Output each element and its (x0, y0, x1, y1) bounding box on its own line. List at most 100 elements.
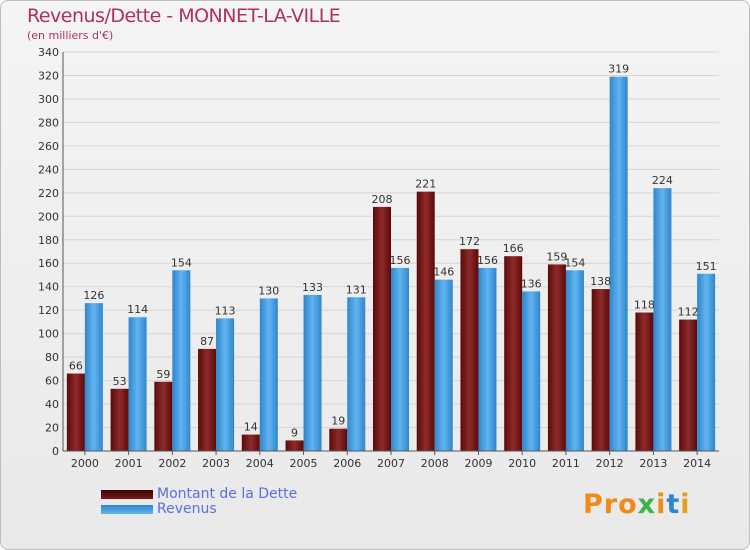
dette-bar (285, 440, 304, 451)
dette-value-label: 87 (200, 335, 214, 348)
legend-swatch-revenus (101, 505, 153, 514)
proxiti-logo: Proxiti (583, 489, 691, 520)
revenus-bar (84, 303, 103, 451)
dette-bar (679, 319, 698, 451)
dette-bar (329, 428, 348, 451)
x-tick-label: 2014 (683, 457, 711, 470)
revenus-bar (434, 279, 453, 451)
y-tick-label: 340 (38, 46, 59, 59)
dette-bar (110, 388, 129, 451)
revenus-value-label: 133 (302, 281, 323, 294)
y-tick-label: 280 (38, 116, 59, 129)
revenus-value-label: 154 (564, 256, 585, 269)
revenus-value-label: 146 (433, 266, 454, 279)
y-tick-label: 60 (45, 375, 59, 388)
revenus-bar (609, 76, 628, 452)
revenus-value-label: 113 (215, 304, 236, 317)
y-tick-label: 320 (38, 69, 59, 82)
y-tick-label: 0 (52, 445, 59, 458)
y-tick-label: 140 (38, 281, 59, 294)
dette-bar (154, 381, 173, 451)
x-tick-label: 2013 (639, 457, 667, 470)
dette-value-label: 172 (459, 235, 480, 248)
revenus-value-label: 151 (696, 260, 717, 273)
x-tick-label: 2004 (246, 457, 274, 470)
y-tick-label: 100 (38, 328, 59, 341)
revenus-value-label: 131 (346, 283, 367, 296)
x-tick-label: 2007 (377, 457, 405, 470)
bar-layer (66, 76, 716, 452)
logo-part-t: t (666, 489, 681, 520)
x-tick-label: 2011 (552, 457, 580, 470)
y-tick-label: 240 (38, 163, 59, 176)
revenus-value-label: 156 (390, 254, 411, 267)
dette-bar (460, 249, 479, 451)
logo-part-x: x (637, 489, 657, 520)
revenus-value-label: 154 (171, 256, 192, 269)
x-tick-label: 2006 (333, 457, 361, 470)
dette-value-label: 53 (113, 375, 127, 388)
revenus-bar (128, 317, 147, 451)
revenus-bar (391, 267, 409, 451)
revenus-bar (697, 273, 716, 451)
dette-value-label: 159 (546, 250, 567, 263)
y-tick-label: 40 (45, 398, 59, 411)
dette-value-label: 112 (678, 306, 699, 319)
revenus-bar (347, 297, 366, 451)
revenus-bar (653, 188, 672, 452)
x-tick-label: 2001 (115, 457, 143, 470)
revenus-bar (478, 267, 497, 451)
legend-swatch-dette (101, 490, 153, 499)
x-tick-label: 2003 (202, 457, 230, 470)
logo-part-pro: Pro (583, 489, 638, 520)
dette-value-label: 138 (590, 275, 611, 288)
x-tick-label: 2000 (71, 457, 99, 470)
revenus-value-label: 126 (83, 289, 104, 302)
logo-part-i1: i (656, 489, 667, 520)
dette-value-label: 59 (156, 368, 170, 381)
revenus-value-label: 156 (477, 254, 498, 267)
dette-value-label: 118 (634, 299, 655, 312)
x-tick-label: 2012 (596, 457, 624, 470)
dette-value-label: 221 (415, 178, 436, 191)
dette-bar (66, 373, 85, 451)
revenus-bar (522, 291, 541, 451)
x-tick-label: 2005 (290, 457, 318, 470)
revenus-bar (303, 294, 322, 451)
revenus-bar (216, 318, 235, 451)
axis-layer: 0 20 40 60 80 100 120 140 160 180 200 220 240 260 280 3… (38, 46, 719, 470)
revenus-bar (172, 270, 191, 451)
y-tick-label: 180 (38, 234, 59, 247)
dette-bar (373, 206, 391, 451)
dette-bar (241, 434, 260, 451)
revenus-bar (565, 270, 584, 451)
y-tick-label: 20 (45, 422, 59, 435)
y-tick-label: 300 (38, 93, 59, 106)
chart-subtitle: (en milliers d'€) (27, 29, 114, 42)
dette-value-label: 9 (291, 426, 298, 439)
revenus-value-label: 114 (127, 303, 148, 316)
chart-title: Revenus/Dette - MONNET-LA-VILLE (27, 5, 341, 27)
y-tick-label: 120 (38, 304, 59, 317)
revenus-value-label: 136 (521, 277, 542, 290)
y-tick-label: 220 (38, 187, 59, 200)
x-tick-label: 2009 (464, 457, 492, 470)
dette-value-label: 66 (69, 360, 83, 373)
dette-value-label: 208 (372, 193, 393, 206)
y-tick-label: 200 (38, 210, 59, 223)
revenus-value-label: 130 (258, 284, 279, 297)
x-tick-label: 2002 (158, 457, 186, 470)
y-tick-label: 260 (38, 140, 59, 153)
dette-value-label: 14 (244, 421, 258, 434)
dette-value-label: 19 (331, 415, 345, 428)
legend-label-dette: Montant de la Dette (157, 486, 298, 502)
dette-bar (547, 264, 566, 451)
dette-value-label: 166 (503, 242, 524, 255)
logo-part-i2: i (680, 489, 691, 520)
dette-bar (198, 348, 217, 451)
y-tick-label: 160 (38, 257, 59, 270)
x-tick-label: 2010 (508, 457, 536, 470)
revenus-value-label: 319 (608, 63, 629, 76)
